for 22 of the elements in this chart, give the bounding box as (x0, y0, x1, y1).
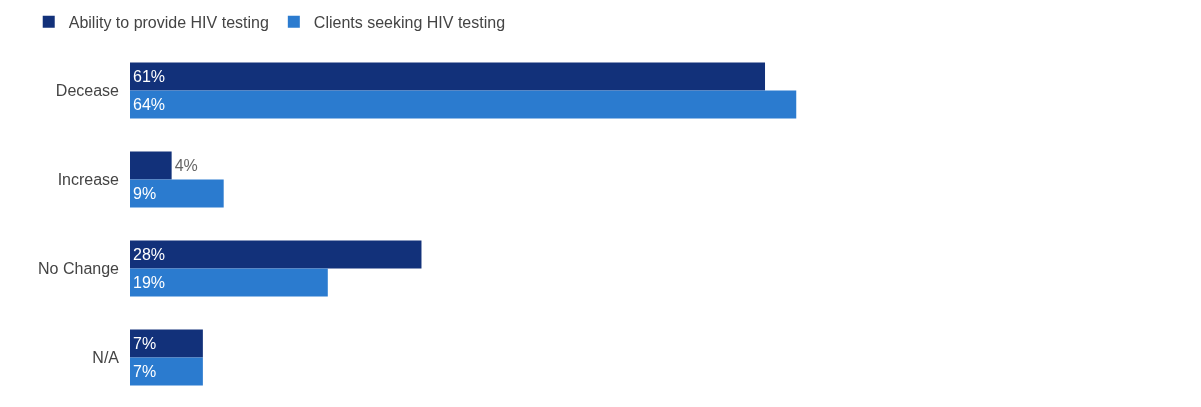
data-label: 4% (174, 156, 198, 174)
legend-label: Clients seeking HIV testing (313, 14, 506, 32)
y-tick-label: No Change (38, 260, 120, 278)
data-label: 7% (133, 334, 157, 352)
data-label: 64% (133, 96, 166, 114)
bar (130, 268, 328, 297)
data-label: 7% (133, 363, 157, 381)
data-label: 28% (133, 245, 166, 263)
y-tick-label: Increase (57, 171, 120, 189)
legend-label: Ability to provide HIV testing (68, 14, 269, 32)
y-tick-label: Decease (55, 82, 120, 100)
bar (130, 179, 224, 208)
bar (130, 151, 172, 180)
bar (130, 357, 203, 386)
y-tick-label: N/A (92, 349, 120, 367)
bar (130, 240, 422, 269)
data-label: 61% (133, 67, 166, 85)
data-label: 9% (133, 185, 157, 203)
bar (130, 62, 766, 91)
bar (130, 329, 203, 358)
data-label: 19% (133, 274, 166, 292)
bar (130, 90, 797, 119)
